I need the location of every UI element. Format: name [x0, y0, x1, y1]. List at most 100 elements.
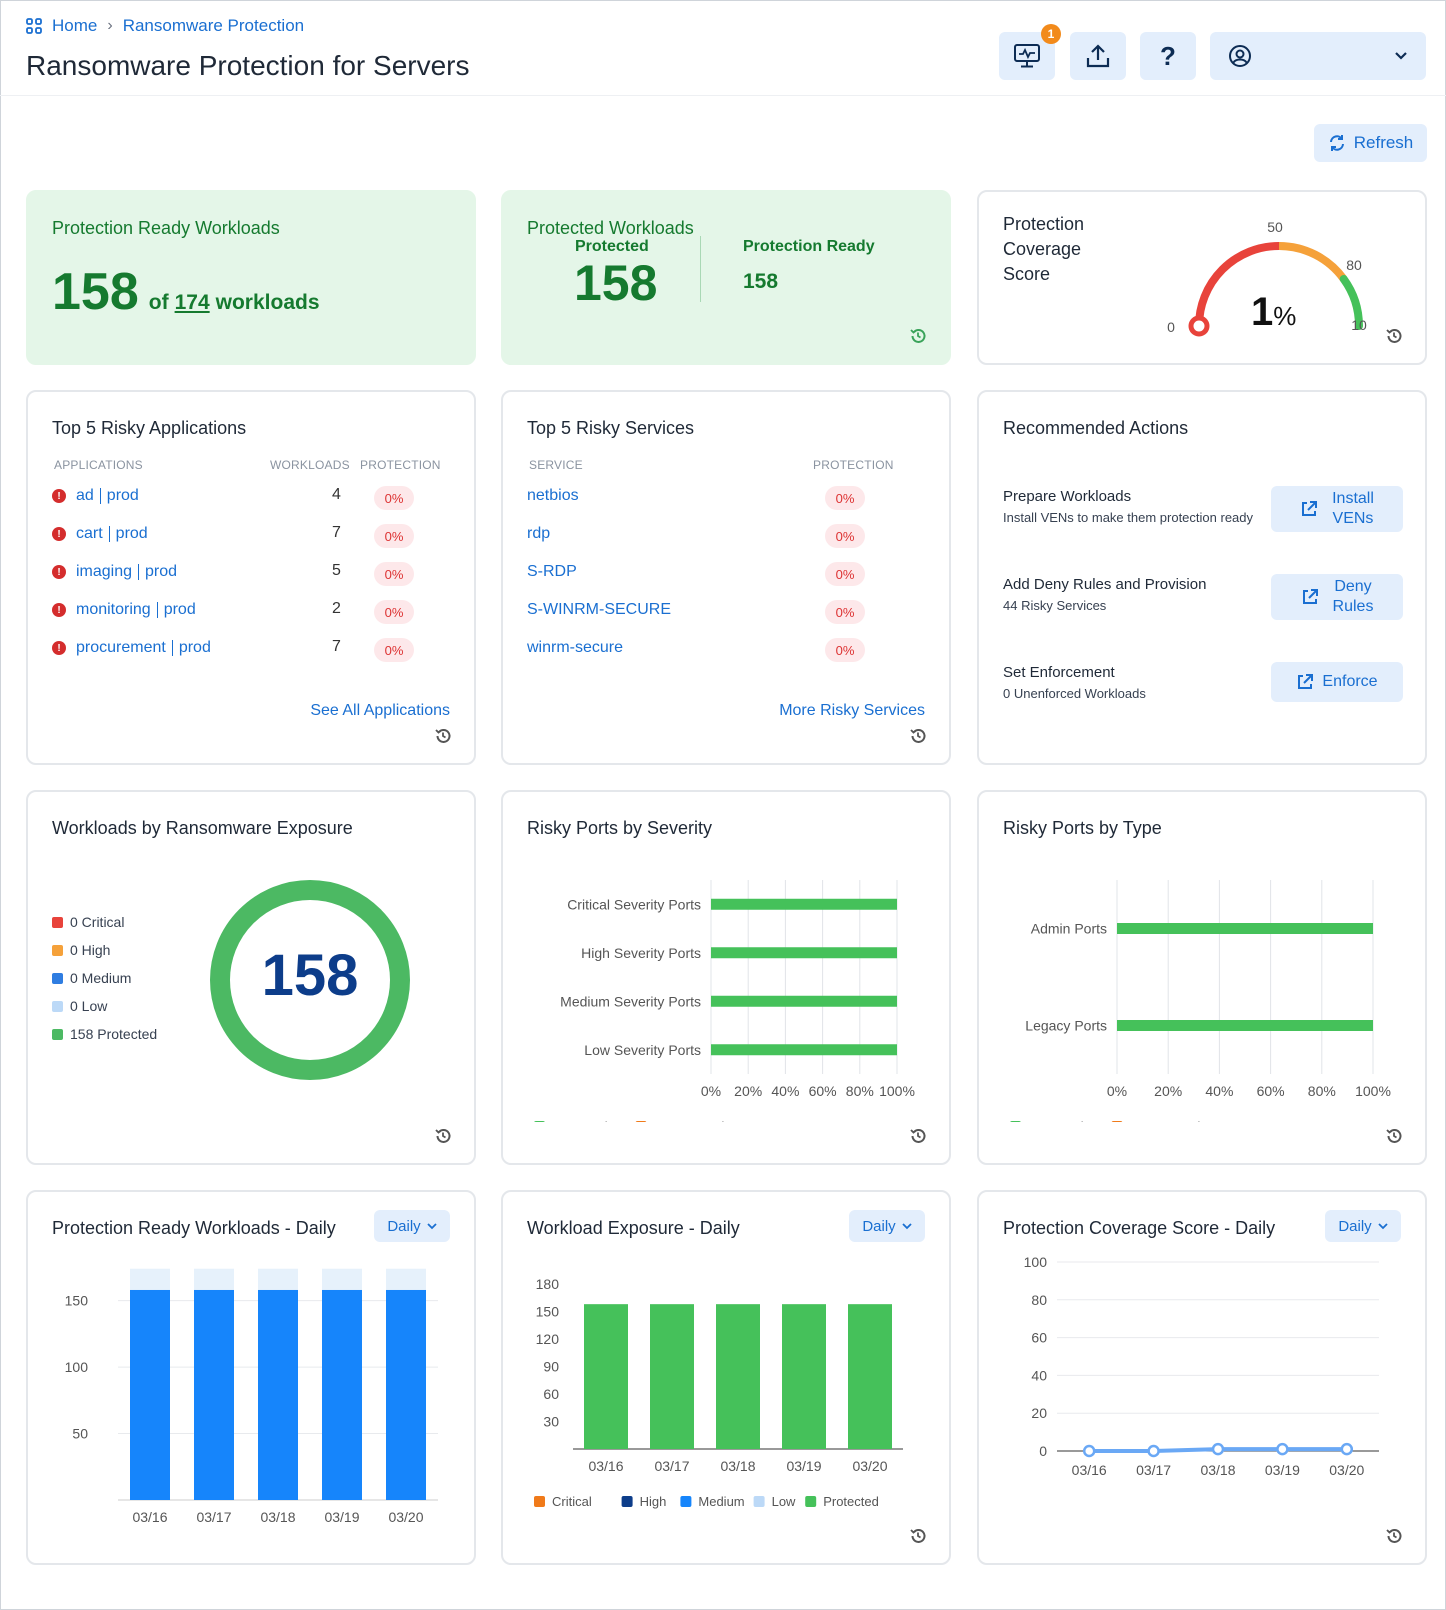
score-daily-chart: 0 20 40 60 80 100 03/16 03/17 03/18 03/19 03/20 — [1024, 1254, 1379, 1478]
export-button[interactable] — [1070, 32, 1126, 80]
app-link[interactable]: procurement — [76, 639, 166, 656]
score-point[interactable] — [1211, 1442, 1225, 1456]
history-icon[interactable] — [909, 1527, 927, 1545]
app-link[interactable]: cart — [76, 525, 103, 542]
protection-badge: 0% — [374, 600, 414, 624]
legend-label: Unprotected — [1130, 1119, 1201, 1122]
legend-label: Protected — [823, 1494, 879, 1509]
install-vens-button[interactable]: Install VENs — [1271, 486, 1403, 532]
history-icon[interactable] — [1385, 1127, 1403, 1145]
bar-ready[interactable] — [322, 1289, 362, 1500]
score-point[interactable] — [1082, 1444, 1096, 1458]
history-icon[interactable] — [434, 1127, 452, 1145]
period-select[interactable]: Daily — [849, 1210, 925, 1242]
service-link[interactable]: S-RDP — [527, 563, 577, 580]
label-separator — [138, 564, 140, 580]
card-title: Protected Workloads — [527, 218, 694, 238]
env-link[interactable]: prod — [178, 639, 211, 656]
bar-protected[interactable] — [848, 1304, 892, 1449]
protection-ready-card: Protection Ready Workloads 158 of 174 wo… — [26, 190, 476, 365]
history-icon[interactable] — [909, 1127, 927, 1145]
service-link[interactable]: netbios — [527, 487, 579, 504]
app-link[interactable]: monitoring — [76, 601, 151, 618]
gauge-pointer — [1188, 315, 1210, 337]
history-icon[interactable] — [909, 327, 927, 345]
env-link[interactable]: prod — [145, 563, 178, 580]
breadcrumb-current[interactable]: Ransomware Protection — [122, 16, 305, 35]
score-point[interactable] — [1147, 1444, 1160, 1458]
ready-value: 158 — [743, 270, 779, 293]
protected-value: 158 — [574, 255, 658, 311]
help-button[interactable]: ? — [1140, 32, 1196, 80]
history-icon[interactable] — [909, 727, 927, 745]
category-label: Critical Severity Ports — [567, 896, 701, 912]
bar-ready[interactable] — [258, 1289, 298, 1500]
app-link[interactable]: ad — [76, 487, 94, 504]
exposure-card: Workloads by Ransomware Exposure 0 Criti… — [26, 790, 476, 1165]
y-tick-label: 60 — [543, 1386, 559, 1402]
period-select[interactable]: Daily — [1325, 1210, 1401, 1242]
monitor-button[interactable]: 1 — [999, 24, 1061, 80]
user-menu-button[interactable] — [1210, 32, 1426, 80]
y-tick-label: 150 — [536, 1304, 560, 1320]
refresh-button[interactable]: Refresh — [1314, 124, 1427, 162]
protection-badge: 0% — [825, 562, 865, 586]
service-link[interactable]: S-WINRM-SECURE — [527, 601, 671, 618]
label-separator — [99, 488, 101, 504]
protection-badge: 0% — [825, 600, 865, 624]
bar-ready[interactable] — [130, 1289, 170, 1500]
gauge-label-100: 10 — [1351, 317, 1367, 333]
x-tick-label: 03/20 — [388, 1509, 423, 1525]
bar-ready[interactable] — [194, 1289, 234, 1500]
col-protection: PROTECTION — [360, 458, 441, 472]
history-icon[interactable] — [434, 727, 452, 745]
deny-rules-button[interactable]: Deny Rules — [1271, 574, 1403, 620]
service-link[interactable]: rdp — [527, 525, 551, 542]
bar-protected[interactable] — [1117, 1020, 1373, 1031]
score-point[interactable] — [1276, 1442, 1289, 1456]
protection-badge: 0% — [825, 486, 865, 510]
history-icon[interactable] — [1385, 1527, 1403, 1545]
app-link[interactable]: imaging — [76, 563, 133, 580]
see-all-applications-link[interactable]: See All Applications — [310, 702, 450, 719]
bar-protected[interactable] — [584, 1304, 628, 1449]
ready-total-link[interactable]: 174 — [174, 291, 210, 314]
legend-label: Critical — [552, 1494, 592, 1509]
x-tick-label: 03/20 — [852, 1458, 887, 1474]
x-tick-label: 80% — [846, 1083, 874, 1099]
service-link[interactable]: winrm-secure — [527, 639, 624, 656]
env-link[interactable]: prod — [106, 487, 139, 504]
legend-swatch — [621, 1496, 633, 1507]
score-point[interactable] — [1340, 1442, 1354, 1456]
bar-protected[interactable] — [716, 1304, 760, 1449]
label-separator — [108, 526, 110, 542]
apps-grid-icon[interactable] — [26, 18, 42, 34]
breadcrumb-home[interactable]: Home — [52, 16, 98, 35]
ready-daily-chart: 50 100 150 03/16 03/17 03/18 03/19 03/20 — [65, 1268, 438, 1525]
more-risky-services-link[interactable]: More Risky Services — [779, 702, 925, 719]
coverage-score-card: Protection Coverage Score 0 50 80 10 1 % — [977, 190, 1427, 365]
bar-protected[interactable] — [1117, 923, 1373, 934]
legend-swatch — [52, 1000, 63, 1012]
x-tick-label: 03/16 — [132, 1509, 167, 1525]
alert-icon: ! — [52, 527, 66, 541]
period-select[interactable]: Daily — [374, 1210, 450, 1242]
enforce-button[interactable]: Enforce — [1271, 662, 1403, 702]
bar-protected[interactable] — [782, 1304, 826, 1449]
history-icon[interactable] — [1385, 327, 1403, 345]
exposure-daily-card: Workload Exposure - Daily Daily 30 60 90 12… — [501, 1190, 951, 1565]
legend-swatch — [753, 1496, 765, 1507]
bar-protected[interactable] — [711, 995, 897, 1007]
bar-ready[interactable] — [386, 1289, 426, 1500]
action-title: Add Deny Rules and Provision — [1003, 576, 1207, 593]
action-subtitle: 44 Risky Services — [1003, 598, 1107, 613]
bar-protected[interactable] — [711, 947, 897, 959]
bar-protected[interactable] — [711, 898, 897, 910]
bar-protected[interactable] — [711, 1044, 897, 1056]
env-link[interactable]: prod — [163, 601, 196, 618]
x-tick-label: 03/17 — [196, 1509, 231, 1525]
env-link[interactable]: prod — [115, 525, 148, 542]
bar-protected[interactable] — [650, 1304, 694, 1449]
severity-card: Risky Ports by Severity 0% 20% 40% 60% 80% 10… — [501, 790, 951, 1165]
workload-count: 2 — [332, 600, 341, 617]
